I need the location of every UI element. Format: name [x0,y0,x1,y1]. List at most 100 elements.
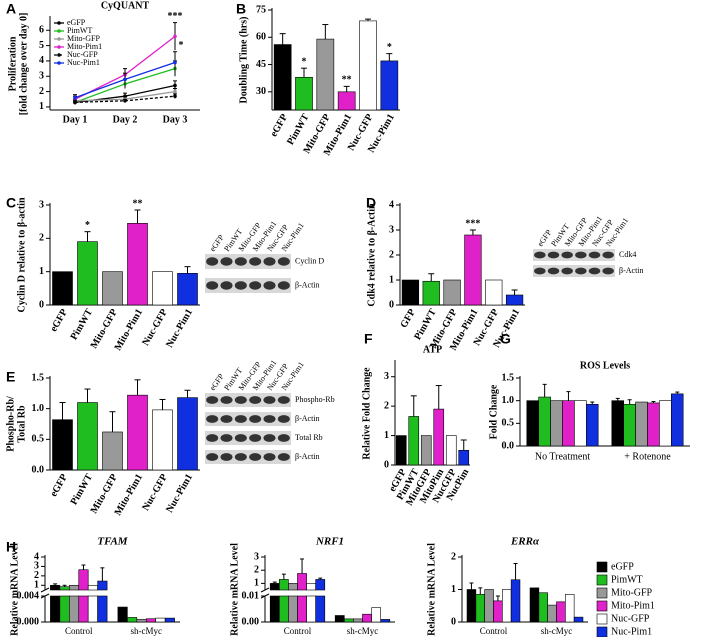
bar [295,76,313,111]
bar [647,402,660,447]
subplot-title: NRF1 [315,536,344,548]
bar [550,400,563,447]
bar [502,589,512,623]
annotation: * [85,220,90,231]
bar [87,595,98,623]
bar [297,595,307,623]
bar [77,241,98,306]
y-tick-label: 2 [34,570,39,581]
bar [529,587,540,623]
bar [510,579,521,623]
blot-band [277,453,290,461]
bar [433,408,445,466]
y-tick-label: 3 [389,224,394,235]
blot-band-label: Total Rb [295,433,323,442]
bar [127,394,148,471]
y-axis-label: Fold Change [488,384,499,439]
blot-band [234,257,247,266]
bar [127,223,148,306]
bar [269,595,280,623]
y-axis-label: Relative mRNA Level [9,543,20,636]
bar [97,580,108,591]
legend-marker [57,37,61,41]
x-tick-label: eGFP [48,472,70,499]
bar [269,583,280,591]
annotation: *** [168,11,183,22]
bar [565,594,575,623]
chart-title: ROS Levels [580,360,630,371]
bar [443,279,461,306]
axis-break [40,587,50,593]
x-tick-label: sh-cMyc [541,626,573,636]
y-tick-label: 45 [256,59,266,70]
y-axis-label: Phospho-Rb/ [5,396,16,452]
bar [87,584,98,591]
panel-letter: E [6,369,15,385]
blot-band [561,267,573,275]
y-tick-label: 4 [39,55,44,66]
blot-band [234,453,247,461]
blot-band [220,434,233,442]
blot-band [588,251,601,259]
chart-title: ATP [423,344,442,355]
legend-swatch [596,587,608,599]
bar [97,595,108,623]
blot-band [249,281,262,290]
x-tick-label: sh-cMyc [131,626,163,636]
blot-band-label: β-Actin [619,266,644,275]
y-axis-label: Doubling Time (hrs) [238,17,249,104]
bar [69,595,80,623]
y-tick-label: 1.0 [32,403,45,414]
y-axis-label: Cyclin D relative to β-actin [16,197,27,312]
blot-band [534,251,546,259]
bar [278,579,289,591]
bar [50,595,61,623]
bar [102,431,123,471]
blot-band [277,396,290,404]
bar [353,618,363,623]
y-tick-label: 75 [256,4,266,15]
bar [288,595,298,623]
y-axis-label: Total Rb [16,405,27,443]
x-tick-label: PimWT [69,472,96,507]
panel-letter: B [236,1,246,17]
bar [334,615,345,623]
bar [380,619,391,623]
bar [164,617,175,623]
y-tick-label: 1 [34,580,39,591]
y-tick-label: 2 [39,86,44,97]
legend-marker [57,45,61,49]
bar [136,619,147,623]
bar [475,594,485,623]
series-marker [73,95,77,100]
legend-label: eGFP [67,18,86,27]
blot-band [220,453,233,461]
annotation: *** [465,218,480,229]
x-tick-label: sh-cMyc [347,626,379,636]
bar [59,586,70,591]
blot-band [575,267,587,275]
y-tick-label: 2 [39,233,44,244]
panel-letter: H [6,539,16,555]
bar [273,44,292,111]
blot-band [561,251,573,259]
x-tick-label: Day 1 [63,114,88,125]
x-tick-label: No Treatment [535,451,591,462]
y-tick-label: 6 [39,25,44,36]
bar [78,595,89,623]
bar [380,60,399,111]
bar [538,592,548,623]
blot-band [547,267,560,275]
legend-label: PimWT [67,26,92,35]
y-tick-label: 0 [451,616,456,627]
bar [102,271,123,306]
y-tick-label: 0 [39,299,44,310]
bar [177,273,198,306]
legend-marker [57,29,61,33]
y-tick-label: 2 [389,249,394,260]
y-tick-label: 3 [39,71,44,82]
y-axis-label: Relative mRNA Level [229,543,240,636]
y-tick-label: 4 [34,551,39,562]
y-tick-label: 0.004 [17,590,40,601]
y-tick-label: 3 [254,551,259,562]
